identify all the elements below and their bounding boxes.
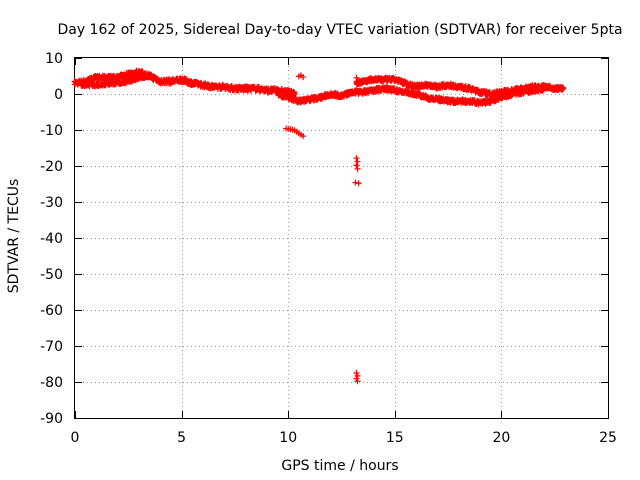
data-point (541, 85, 548, 92)
data-point (354, 372, 361, 379)
y-axis-ticks: 10 0 -10 -20 -30 -40 -50 -60 -70 -80 -90 (40, 51, 608, 427)
x-tick-label: 20 (492, 430, 510, 446)
x-tick-label: 15 (386, 430, 404, 446)
data-point (353, 162, 360, 169)
grid-lines (75, 58, 608, 418)
data-point (354, 378, 361, 385)
data-point (295, 73, 302, 80)
chart-title: Day 162 of 2025, Sidereal Day-to-day VTE… (57, 22, 622, 38)
y-tick-label: 0 (54, 87, 63, 103)
data-point (352, 179, 359, 186)
plot-frame (74, 57, 609, 419)
y-tick-label: -80 (40, 375, 63, 391)
y-tick-label: -60 (40, 303, 63, 319)
y-tick-label: -70 (40, 339, 63, 355)
x-axis-ticks: 0 5 10 15 20 25 (71, 58, 617, 446)
data-series-sdtvar (71, 67, 567, 385)
y-axis-label: SDTVAR / TECUs (6, 179, 22, 294)
data-point (560, 85, 567, 92)
y-tick-label: 10 (45, 51, 63, 67)
y-tick-label: -50 (40, 267, 63, 283)
x-tick-label: 25 (599, 430, 617, 446)
data-point (353, 74, 360, 81)
data-point (300, 74, 307, 81)
data-point (353, 370, 360, 376)
data-point (353, 155, 360, 162)
data-point (146, 73, 153, 79)
y-tick-label: -30 (40, 195, 63, 211)
y-tick-label: -10 (40, 123, 63, 139)
data-point (300, 133, 307, 140)
x-axis-label: GPS time / hours (281, 458, 398, 474)
y-tick-label: -90 (40, 411, 63, 427)
data-point (354, 158, 361, 165)
data-point (355, 180, 362, 187)
x-tick-label: 0 (71, 430, 80, 446)
x-tick-label: 5 (177, 430, 186, 446)
x-tick-label: 10 (279, 430, 297, 446)
y-tick-label: -20 (40, 159, 63, 175)
data-point (354, 165, 361, 172)
y-tick-label: -40 (40, 231, 63, 247)
